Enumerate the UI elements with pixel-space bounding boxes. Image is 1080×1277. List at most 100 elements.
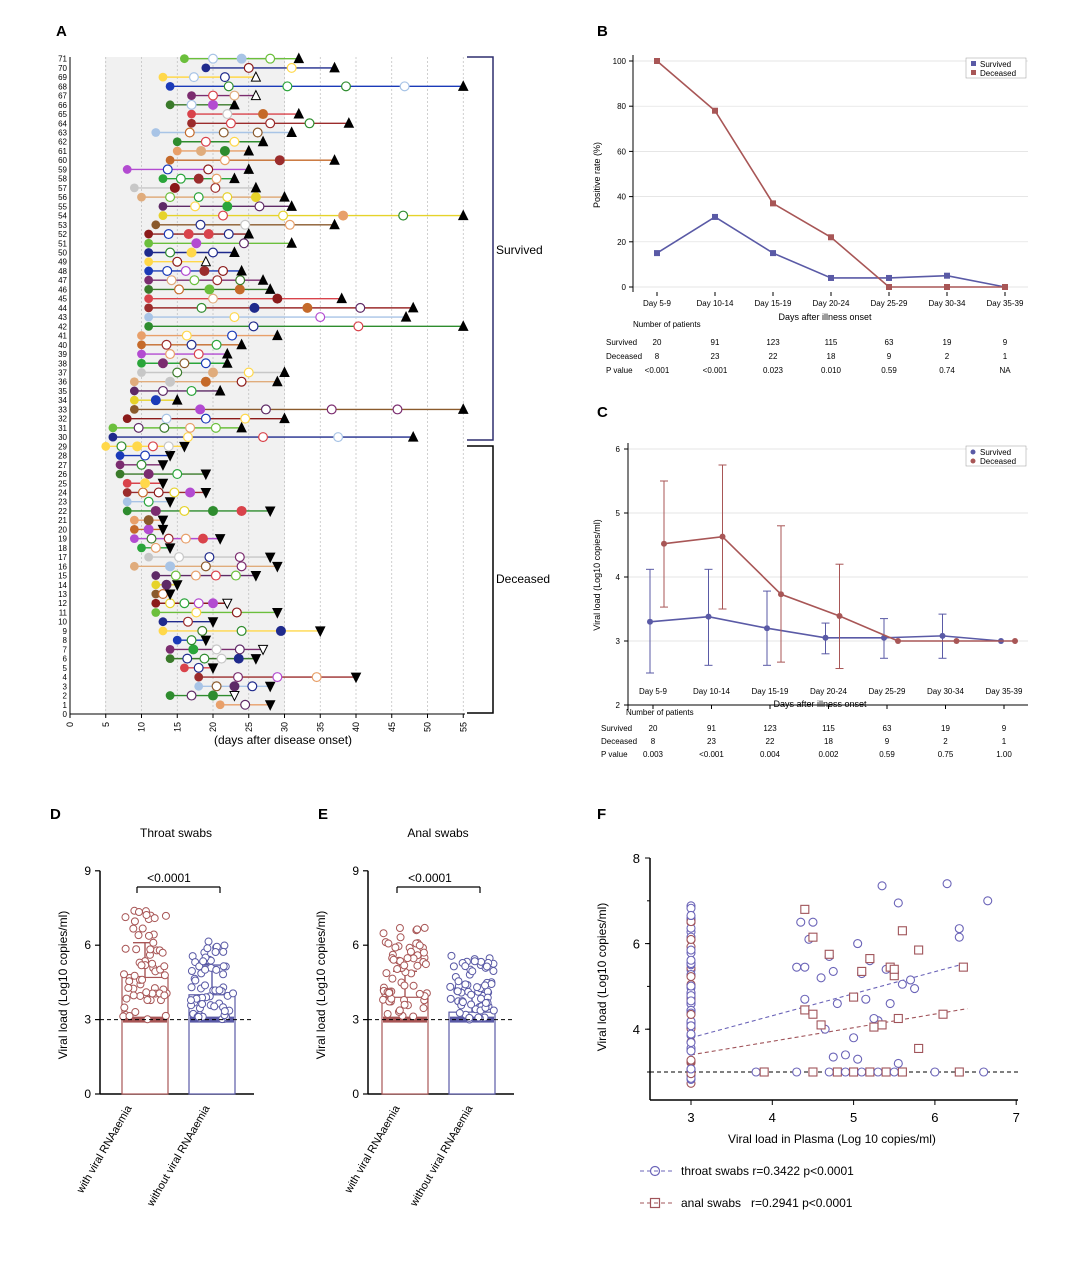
patient-sample-circle (219, 145, 230, 156)
panel-c-table-cell: 23 (707, 737, 716, 746)
data-point (481, 998, 490, 1007)
panel-f-threshold-point (865, 1067, 875, 1077)
panel-f-throat-point (800, 962, 810, 972)
patient-sample-circle (175, 173, 186, 184)
panel-a-y-tick-label: 8 (63, 636, 68, 645)
patient-outcome-triangle (200, 487, 212, 499)
panel-b-table-cell: 0.010 (821, 366, 842, 375)
panel-a-y-tick-label: 17 (58, 553, 67, 562)
patient-outcome-triangle (236, 264, 247, 276)
panel-b-table-cell: 0.74 (939, 366, 955, 375)
panel-f-throat-point (816, 973, 826, 983)
panel-a-swimmer-plot: 0 5 10 15 20 25 30 35 40 45 50 55 01234567891011121… (58, 52, 550, 747)
data-point (473, 983, 482, 992)
data-point (446, 982, 455, 991)
panel-a-y-tick-label: 13 (58, 590, 67, 599)
patient-outcome-triangle (279, 412, 290, 424)
panel-d-p-value: <0.0001 (147, 871, 191, 885)
panel-b-point (1002, 284, 1008, 290)
patient-sample-circle (182, 432, 193, 443)
data-point (465, 1013, 474, 1022)
patient-sample-circle (240, 413, 251, 424)
patient-onset-dot (144, 303, 154, 313)
patient-outcome-triangle (236, 421, 247, 433)
patient-sample-circle (197, 625, 208, 636)
panel-f-threshold-point (759, 1067, 769, 1077)
data-point (124, 983, 133, 992)
panel-b-y-tick-label: 0 (622, 283, 627, 292)
panel-c-y-tick-label: 5 (616, 509, 621, 518)
panel-b-table-cell: 9 (1003, 338, 1008, 347)
panel-a-y-tick-label: 12 (58, 599, 67, 608)
data-point (120, 1003, 129, 1012)
patient-sample-circle (143, 515, 154, 526)
patient-sample-circle (200, 136, 211, 147)
panel-c-table-row-label: Survived (601, 724, 632, 733)
panel-d-throat-swabs: Throat swabs 0 3 6 9 Viral load (Log10 copi… (56, 826, 254, 1209)
panel-b-point (654, 58, 660, 64)
panel-c-table-cell: 1.00 (996, 750, 1012, 759)
y-tick-label: 3 (84, 1013, 91, 1027)
panel-c-table-cell: 9 (1002, 724, 1007, 733)
patient-sample-circle (275, 625, 286, 636)
patient-sample-circle (165, 561, 176, 572)
panel-c-legend-deceased-label: Deceased (980, 457, 1016, 466)
patient-outcome-triangle (200, 635, 212, 647)
patient-onset-dot (144, 321, 154, 331)
data-point (158, 948, 167, 957)
patient-sample-circle (169, 182, 180, 193)
panel-b-table-cell: 91 (711, 338, 720, 347)
data-point (132, 945, 141, 954)
patient-sample-circle (233, 653, 244, 664)
panel-c-point (661, 540, 667, 547)
panel-c-y-tick-label: 6 (616, 445, 621, 454)
patient-onset-dot (129, 377, 139, 387)
panel-f-anal-point (808, 932, 818, 942)
patient-sample-circle (179, 505, 190, 516)
data-point (468, 967, 477, 976)
patient-onset-dot (158, 72, 168, 82)
patient-outcome-triangle (236, 338, 247, 350)
patient-sample-circle (183, 229, 194, 240)
patient-sample-circle (229, 136, 240, 147)
patient-sample-circle (143, 524, 154, 535)
patient-sample-circle (236, 376, 247, 387)
patient-onset-dot (129, 405, 139, 414)
panel-c-y-label: Viral load (Log10 copies/ml) (592, 519, 602, 630)
panel-a-y-tick-label: 44 (58, 304, 67, 313)
panel-a-y-tick-label: 28 (58, 452, 67, 461)
panel-f-throat-point (954, 932, 964, 942)
patient-outcome-triangle (164, 589, 176, 601)
panel-f-x-tick-label: 7 (1013, 1110, 1020, 1125)
panel-f-throat-point (832, 998, 842, 1009)
panel-c-y-tick-label: 2 (616, 701, 621, 710)
data-point (467, 990, 476, 999)
panel-a-y-tick-label: 33 (58, 405, 67, 414)
patient-onset-dot (122, 497, 132, 507)
data-point (421, 960, 430, 969)
panel-a-y-tick-label: 29 (58, 442, 67, 451)
panel-f-throat-point (869, 1013, 879, 1024)
panel-a-y-tick-label: 40 (58, 341, 67, 350)
patient-sample-circle (200, 561, 211, 572)
patient-onset-dot (165, 644, 175, 654)
panel-a-x-tick-label: 50 (423, 722, 433, 732)
data-point (455, 1009, 464, 1018)
panel-f-throat-point (910, 983, 920, 994)
patient-sample-circle (208, 90, 219, 101)
patient-onset-dot (122, 165, 132, 174)
patient-sample-circle (165, 192, 176, 203)
panel-f-y-tick-label: 6 (633, 937, 640, 952)
patient-onset-dot (165, 654, 175, 664)
patient-sample-circle (140, 478, 151, 489)
panel-b-point (828, 274, 834, 281)
patient-outcome-triangle (350, 672, 362, 684)
patient-sample-circle (233, 672, 244, 683)
data-point (194, 1012, 203, 1021)
panel-f-anal-point (800, 1005, 810, 1015)
panel-b-point (712, 213, 718, 220)
data-point (393, 965, 402, 974)
